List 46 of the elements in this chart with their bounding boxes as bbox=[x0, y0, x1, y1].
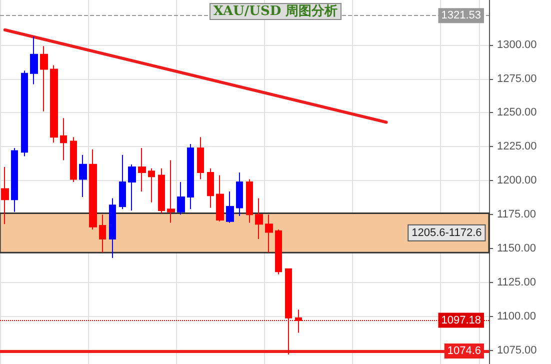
candlestick bbox=[119, 154, 126, 210]
candlestick bbox=[285, 268, 292, 355]
candlestick bbox=[197, 136, 204, 180]
candlestick bbox=[99, 214, 106, 254]
y-tick-label: 1200.00 bbox=[497, 174, 537, 187]
y-tick-label: 1150.00 bbox=[497, 242, 536, 255]
candlestick bbox=[295, 309, 302, 334]
candlestick bbox=[167, 160, 175, 224]
y-tick-label: 1300.00 bbox=[497, 38, 537, 51]
candlestick bbox=[79, 154, 87, 198]
candlestick bbox=[177, 182, 185, 216]
candlestick bbox=[70, 136, 77, 182]
candlestick bbox=[158, 168, 165, 214]
candlestick bbox=[11, 148, 18, 212]
y-tick-label: 1175.00 bbox=[497, 208, 536, 221]
y-tick-label: 1225.00 bbox=[497, 140, 537, 153]
candlestick bbox=[109, 198, 116, 259]
candlestick bbox=[275, 229, 282, 275]
candlestick bbox=[265, 214, 273, 254]
candlestick bbox=[236, 172, 243, 216]
candlestick bbox=[246, 178, 253, 224]
candlestick bbox=[207, 168, 214, 208]
candlestick bbox=[138, 148, 146, 192]
y-tick-label: 1100.00 bbox=[497, 310, 536, 322]
y-tick-label: 1125.00 bbox=[497, 276, 536, 289]
ref-line-label: 1074.6 bbox=[447, 344, 481, 357]
y-tick-label: 1250.00 bbox=[497, 106, 537, 119]
y-tick-label: 1275.00 bbox=[497, 72, 537, 85]
candlestick bbox=[30, 36, 38, 85]
candlestick bbox=[89, 148, 97, 230]
ref-line-label: 1097.18 bbox=[441, 314, 481, 326]
candlestick bbox=[50, 64, 58, 144]
candlestick bbox=[60, 118, 67, 161]
chart-title: XAU/USD 周图分析 bbox=[213, 4, 338, 19]
candlestick bbox=[226, 191, 234, 224]
y-tick-label: 1075.00 bbox=[497, 344, 537, 356]
band-label: 1205.6-1172.6 bbox=[412, 226, 482, 239]
candlestick bbox=[128, 164, 136, 212]
candlestick bbox=[255, 198, 263, 240]
candlestick bbox=[216, 174, 224, 222]
candlestick bbox=[148, 168, 155, 203]
candlestick bbox=[40, 46, 48, 112]
candlestick bbox=[21, 70, 28, 157]
candlestick bbox=[1, 166, 9, 225]
candlestick bbox=[187, 143, 194, 210]
ref-line-label: 1321.53 bbox=[441, 10, 481, 22]
